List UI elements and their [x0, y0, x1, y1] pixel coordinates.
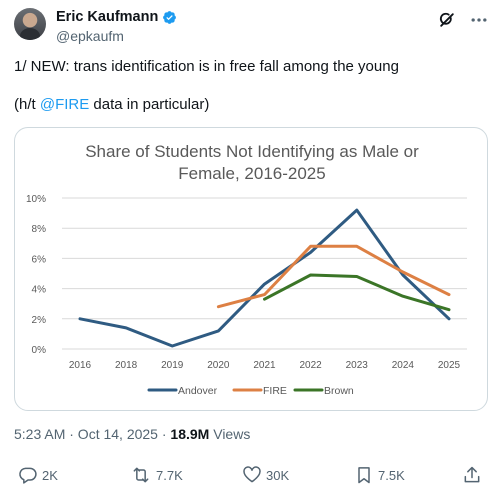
x-tick-label: 2020 — [207, 360, 230, 371]
avatar[interactable] — [14, 8, 46, 40]
more-options-icon[interactable] — [469, 10, 489, 30]
x-tick-label: 2024 — [392, 360, 415, 371]
line-chart: Share of Students Not Identifying as Mal… — [26, 142, 467, 397]
chart-title-line-2: Female, 2016-2025 — [178, 164, 325, 183]
tweet-text-line-2: (h/t @FIRE data in particular) — [14, 95, 209, 115]
reply-count: 2K — [42, 467, 58, 483]
like-button[interactable]: 30K — [242, 465, 289, 485]
share-icon — [464, 466, 480, 483]
repost-icon — [133, 467, 149, 483]
x-tick-label: 2018 — [115, 360, 138, 371]
tweet-text-prefix: (h/t — [14, 96, 40, 113]
repost-button[interactable]: 7.7K — [130, 465, 183, 485]
share-button[interactable] — [462, 465, 482, 485]
like-count: 30K — [266, 467, 290, 483]
views-count: 18.9M — [170, 426, 210, 442]
mention-link[interactable]: @FIRE — [39, 96, 90, 113]
bookmark-count: 7.5K — [378, 467, 405, 483]
verified-badge-icon — [163, 10, 177, 24]
chart-title-line-1: Share of Students Not Identifying as Mal… — [85, 142, 419, 161]
bookmark-button[interactable]: 7.5K — [354, 465, 405, 485]
series-line-brown — [263, 273, 451, 312]
author-block: Eric Kaufmann @epkaufm — [56, 9, 177, 44]
tweet-meta: 5:23 AM · Oct 14, 2025 · 18.9M Views — [14, 426, 250, 442]
x-tick-label: 2025 — [438, 360, 461, 371]
grok-icon[interactable] — [437, 10, 457, 30]
tweet-text-suffix: data in particular) — [89, 96, 210, 113]
action-bar: 2K 7.7K 30K 7.5K — [14, 465, 488, 487]
y-tick-label: 2% — [32, 315, 47, 326]
x-tick-label: 2022 — [300, 360, 323, 371]
heart-icon — [243, 466, 261, 483]
bookmark-icon — [358, 467, 370, 484]
y-tick-label: 0% — [32, 345, 47, 356]
series-line-andover — [78, 208, 451, 348]
tweet-text-line-1: 1/ NEW: trans identification is in free … — [14, 58, 399, 75]
legend-label-brown: Brown — [324, 385, 354, 397]
tweet-timestamp[interactable]: 5:23 AM · Oct 14, 2025 · — [14, 426, 171, 442]
y-tick-label: 10% — [26, 194, 46, 205]
x-tick-label: 2016 — [69, 360, 92, 371]
chart-image[interactable]: Share of Students Not Identifying as Mal… — [14, 127, 488, 411]
legend-label-andover: Andover — [178, 385, 218, 397]
x-tick-label: 2023 — [346, 360, 369, 371]
legend-label-fire: FIRE — [263, 385, 287, 397]
reply-button[interactable]: 2K — [18, 465, 58, 485]
series-line-fire — [216, 244, 451, 309]
x-tick-label: 2019 — [161, 360, 184, 371]
views-label: Views — [209, 426, 251, 442]
y-tick-label: 8% — [32, 224, 47, 235]
top-right-icons — [437, 10, 489, 30]
y-tick-label: 6% — [32, 254, 47, 265]
author-handle[interactable]: @epkaufm — [56, 28, 124, 44]
reply-icon — [19, 467, 37, 484]
x-tick-label: 2021 — [253, 360, 276, 371]
y-tick-label: 4% — [32, 285, 47, 296]
author-name[interactable]: Eric Kaufmann — [56, 9, 159, 25]
repost-count: 7.7K — [156, 467, 183, 483]
